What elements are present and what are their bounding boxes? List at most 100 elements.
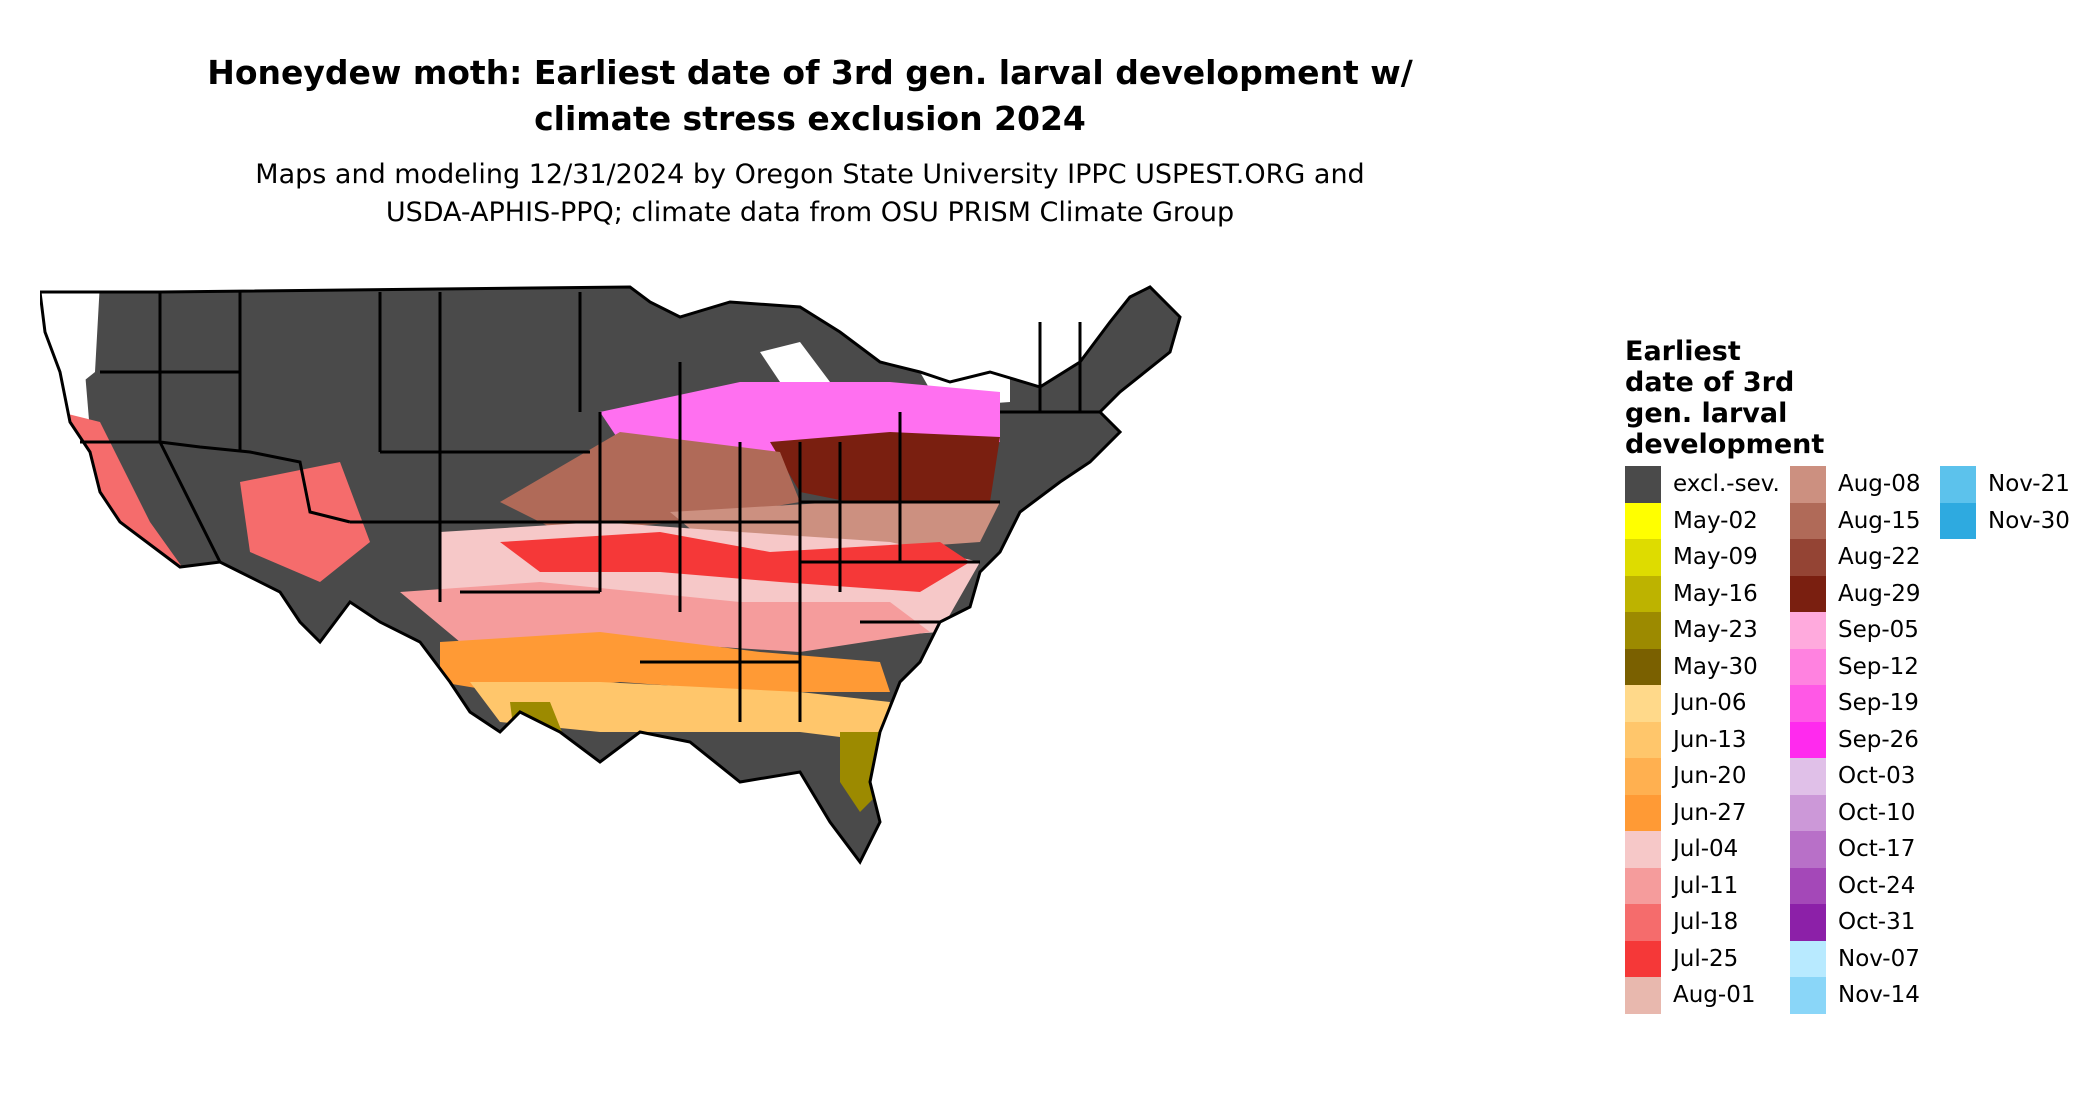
legend-swatch	[1625, 831, 1661, 868]
us-map	[40, 285, 1182, 865]
legend-item: Nov-14	[1790, 977, 1920, 1014]
legend-swatch	[1625, 758, 1661, 795]
legend-label: Aug-01	[1673, 982, 1756, 1009]
legend-title-line-4: development	[1625, 429, 1825, 460]
legend-column-3: Nov-21 Nov-30	[1940, 466, 2070, 539]
legend-label: May-16	[1673, 580, 1758, 607]
band-jun-13	[470, 682, 890, 742]
legend-item: Jun-20	[1625, 758, 1780, 795]
legend-label: Oct-17	[1838, 836, 1916, 863]
legend-label: Aug-29	[1838, 580, 1921, 607]
legend-item: May-16	[1625, 575, 1780, 612]
legend-swatch	[1625, 977, 1661, 1014]
band-southwest	[240, 462, 370, 582]
legend-swatch	[1625, 539, 1661, 576]
legend-swatch	[1625, 612, 1661, 649]
legend-label: May-23	[1673, 617, 1758, 644]
legend-item: Sep-26	[1790, 721, 1920, 758]
map-subtitle-line-1: Maps and modeling 12/31/2024 by Oregon S…	[255, 159, 1365, 190]
legend-item: Jul-25	[1625, 940, 1780, 977]
legend-item: Oct-17	[1790, 831, 1920, 868]
legend-swatch	[1940, 502, 1976, 539]
legend-label: Jun-27	[1673, 799, 1747, 826]
legend-label: Jul-11	[1673, 872, 1739, 899]
legend-title-line-3: gen. larval	[1625, 398, 1788, 429]
legend-label: Aug-15	[1838, 507, 1921, 534]
legend-label: Aug-08	[1838, 471, 1921, 498]
legend-label: excl.-sev.	[1673, 471, 1780, 498]
legend-swatch	[1790, 575, 1826, 612]
legend-item: Oct-31	[1790, 904, 1920, 941]
map-title-line-2: climate stress exclusion 2024	[534, 99, 1086, 138]
legend-label: Sep-05	[1838, 617, 1919, 644]
legend-label: Nov-07	[1838, 945, 1920, 972]
legend-title: Earliest date of 3rd gen. larval develop…	[1625, 336, 1824, 460]
legend-label: Nov-30	[1988, 507, 2070, 534]
unshaded-great-lakes	[760, 342, 830, 392]
legend-label: May-09	[1673, 544, 1758, 571]
legend-item: Aug-22	[1790, 539, 1920, 576]
map-subtitle-line-2: USDA-APHIS-PPQ; climate data from OSU PR…	[385, 197, 1235, 228]
legend-swatch	[1625, 466, 1661, 503]
legend-swatch	[1625, 940, 1661, 977]
legend-item: Sep-12	[1790, 648, 1920, 685]
legend-column-1: excl.-sev. May-02 May-09 May-16 May-23 May-30…	[1625, 466, 1780, 1014]
legend-swatch	[1790, 685, 1826, 722]
band-aug-15	[500, 432, 800, 532]
legend-label: May-02	[1673, 507, 1758, 534]
legend-title-line-1: Earliest	[1625, 336, 1741, 367]
legend-swatch	[1790, 721, 1826, 758]
legend-item: Jun-27	[1625, 794, 1780, 831]
map-layers	[40, 285, 1182, 865]
legend-label: Aug-22	[1838, 544, 1921, 571]
legend-swatch	[1940, 466, 1976, 503]
legend-label: May-30	[1673, 653, 1758, 680]
legend-swatch	[1790, 502, 1826, 539]
legend-label: Sep-19	[1838, 690, 1919, 717]
legend-item: Jul-18	[1625, 904, 1780, 941]
legend-label: Nov-14	[1838, 982, 1920, 1009]
legend-label: Oct-10	[1838, 799, 1916, 826]
map-title: Honeydew moth: Earliest date of 3rd gen.…	[0, 50, 1620, 142]
legend-item: Jul-11	[1625, 867, 1780, 904]
legend-item: Aug-15	[1790, 502, 1921, 539]
legend-swatch	[1625, 867, 1661, 904]
legend-item: Oct-24	[1790, 867, 1920, 904]
legend-label: Jun-13	[1673, 726, 1747, 753]
legend-item: Jul-04	[1625, 831, 1780, 868]
legend-swatch	[1790, 904, 1826, 941]
map-title-line-1: Honeydew moth: Earliest date of 3rd gen.…	[207, 53, 1413, 92]
legend-swatch	[1790, 612, 1826, 649]
legend-label: Oct-31	[1838, 909, 1916, 936]
band-may-23-florida	[840, 732, 880, 812]
legend-column-2: Aug-08 Aug-15 Aug-22 Aug-29 Sep-05 Sep-12 Sep-…	[1790, 466, 1920, 1014]
legend-swatch	[1625, 502, 1661, 539]
legend-swatch	[1625, 721, 1661, 758]
legend-item: Aug-01	[1625, 977, 1780, 1014]
legend-swatch	[1625, 794, 1661, 831]
legend-label: Sep-12	[1838, 653, 1919, 680]
legend-label: Jul-25	[1673, 945, 1739, 972]
legend-item: May-23	[1625, 612, 1780, 649]
legend-label: Nov-21	[1988, 471, 2070, 498]
state-borders	[40, 285, 1182, 865]
legend-swatch	[1625, 685, 1661, 722]
legend-item: Sep-05	[1790, 612, 1920, 649]
legend-swatch	[1790, 539, 1826, 576]
legend-label: Oct-24	[1838, 872, 1916, 899]
legend-swatch	[1790, 758, 1826, 795]
legend-swatch	[1625, 648, 1661, 685]
legend-item: Jun-06	[1625, 685, 1780, 722]
legend-swatch	[1790, 466, 1826, 503]
legend-swatch	[1790, 648, 1826, 685]
legend-item: Nov-07	[1790, 940, 1920, 977]
legend-item: Aug-29	[1790, 575, 1921, 612]
legend-title-line-2: date of 3rd	[1625, 367, 1795, 398]
legend-label: Jun-20	[1673, 763, 1747, 790]
legend-item: Oct-03	[1790, 758, 1920, 795]
legend-item: Oct-10	[1790, 794, 1920, 831]
legend-swatch	[1790, 977, 1826, 1014]
legend-swatch	[1790, 940, 1826, 977]
legend-item: Sep-19	[1790, 685, 1920, 722]
legend-label: Jun-06	[1673, 690, 1747, 717]
